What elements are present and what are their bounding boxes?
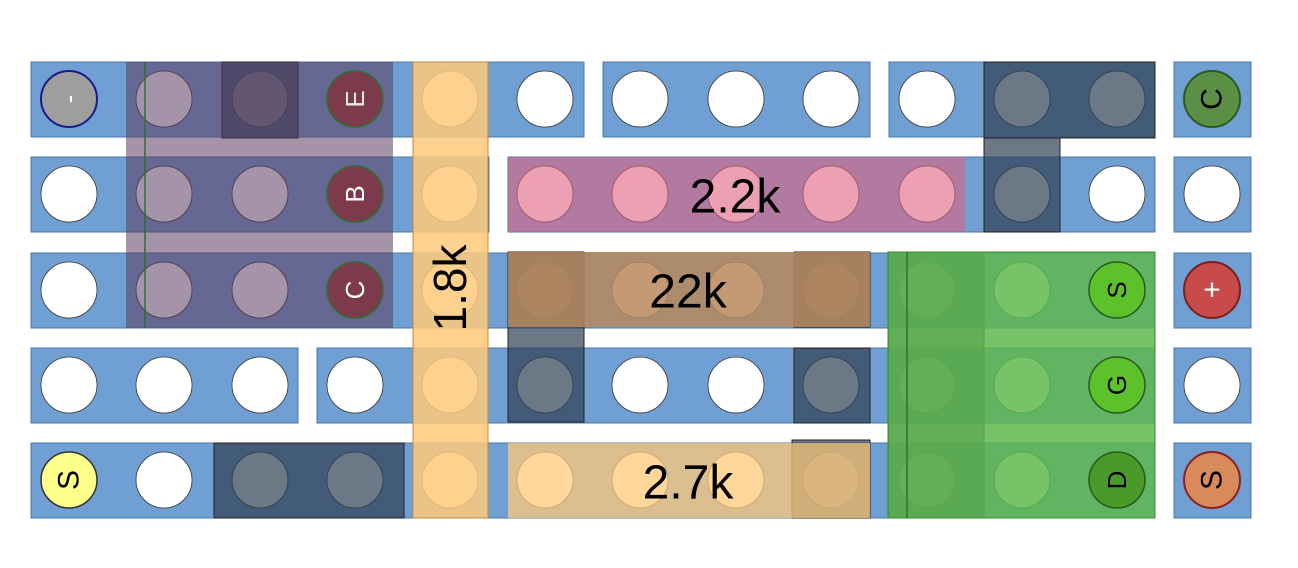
terminal-minus: - [40, 70, 98, 128]
transistor-pin-e-label: E [340, 90, 370, 107]
terminal-source-right-label: S [1196, 470, 1229, 490]
terminal-source-left: S [40, 451, 98, 509]
board-hole [40, 165, 98, 223]
wire-link [983, 137, 1061, 233]
terminal-source-left-label: S [53, 470, 86, 490]
wire-link [793, 347, 871, 424]
resistor-22k: 22k [508, 252, 870, 327]
mosfet-pin-s: S [1088, 261, 1146, 319]
board-hole [40, 261, 98, 319]
board-hole [326, 356, 384, 414]
board-hole [898, 70, 956, 128]
board-hole [1088, 165, 1146, 223]
resistor-2-2k: 2.2k [508, 157, 965, 232]
mosfet-pin-g: G [1088, 356, 1146, 414]
mosfet-pin-d: D [1088, 451, 1146, 509]
board-hole [1183, 356, 1241, 414]
mosfet-pin-s-label: S [1102, 281, 1132, 298]
transistor-pin-c-label: C [340, 281, 370, 300]
terminal-plus: + [1183, 261, 1241, 319]
board-hole [707, 356, 765, 414]
resistor-1-8k: 1.8k [412, 61, 489, 519]
board-hole [1183, 165, 1241, 223]
transistor-pin-c: C [326, 261, 384, 319]
board-hole [611, 70, 669, 128]
transistor-pin-b: B [326, 165, 384, 223]
board-hole [135, 356, 193, 414]
mosfet: S G D [887, 251, 1156, 519]
terminal-collector: C [1183, 70, 1241, 128]
terminal-plus-label: + [1203, 274, 1221, 307]
resistor-1-8k-label: 1.8k [424, 244, 476, 332]
transistor: E B C [126, 62, 393, 328]
resistor-2-7k-label: 2.7k [643, 457, 735, 510]
terminal-collector-label: C [1196, 88, 1229, 110]
wire-link [983, 61, 1156, 139]
board-hole [40, 356, 98, 414]
resistor-2-2k-label: 2.2k [690, 171, 782, 224]
wire-link [213, 442, 405, 519]
resistor-2-7k: 2.7k [508, 443, 870, 518]
board-hole [707, 70, 765, 128]
mosfet-pin-d-label: D [1102, 471, 1132, 490]
transistor-pin-e: E [326, 70, 384, 128]
board-hole [802, 70, 860, 128]
resistor-22k-label: 22k [649, 266, 727, 319]
board-hole [611, 356, 669, 414]
board-hole [231, 356, 289, 414]
board-hole [135, 451, 193, 509]
terminal-minus-label: - [54, 95, 84, 104]
board-hole [516, 70, 574, 128]
terminal-source-right: S [1183, 451, 1241, 509]
transistor-pin-b-label: B [340, 185, 370, 202]
mosfet-pin-g-label: G [1102, 375, 1132, 395]
